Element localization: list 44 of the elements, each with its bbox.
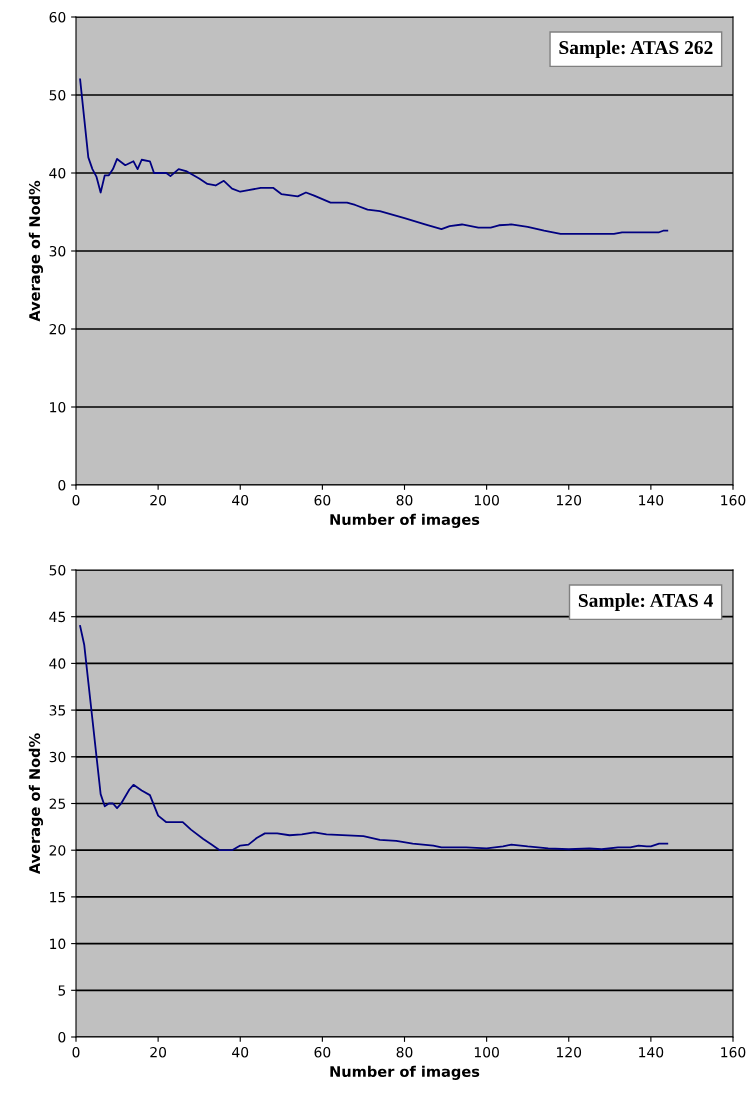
- text: Sample: ATAS 4: [578, 593, 713, 611]
- y-tick-label: 40: [49, 167, 66, 179]
- x-tick-label: 80: [396, 1046, 413, 1058]
- x-tick-label: 20: [150, 494, 167, 506]
- y-tick-label: 20: [49, 845, 66, 856]
- x-tick-label: 160: [721, 1046, 746, 1058]
- y-tick-label: 10: [50, 938, 66, 950]
- x-tick-label: 60: [314, 494, 331, 506]
- y-tick-label: 35: [49, 705, 66, 716]
- x-tick-label: 20: [150, 1046, 167, 1058]
- y-tick-label: 10: [50, 401, 66, 413]
- x-tick-label: 0: [72, 1046, 80, 1058]
- x-axis-title: Number of images: [330, 513, 480, 528]
- y-tick-label: 50: [49, 564, 66, 576]
- x-tick-label: 100: [474, 1046, 499, 1058]
- y-tick-label: 30: [49, 245, 66, 257]
- y-tick-label: 50: [49, 89, 66, 101]
- y-tick-label: 40: [49, 658, 66, 669]
- y-tick-label: 15: [50, 892, 66, 903]
- y-tick-label: 0: [58, 1031, 66, 1043]
- x-tick-label: 120: [557, 494, 582, 506]
- y-tick-label: 20: [49, 323, 66, 335]
- x-tick-label: 0: [72, 494, 80, 506]
- x-axis-title: Number of images: [330, 1065, 480, 1080]
- y-tick-label: 25: [49, 798, 66, 809]
- y-tick-label: 45: [49, 611, 66, 623]
- x-tick-label: 140: [639, 494, 664, 506]
- y-tick-label: 0: [58, 479, 66, 491]
- x-tick-label: 60: [314, 1046, 331, 1058]
- x-tick-label: 140: [639, 1046, 664, 1058]
- y-tick-label: 5: [58, 985, 66, 996]
- y-tick-label: 30: [49, 751, 66, 763]
- y-axis-title: Average of Nod%: [28, 733, 44, 875]
- x-tick-label: 160: [721, 494, 746, 506]
- x-tick-label: 40: [232, 1046, 249, 1058]
- y-tick-label: 60: [49, 11, 66, 23]
- line-series: [79, 625, 669, 852]
- y-axis-title: Average of Nod%: [28, 180, 44, 322]
- x-tick-label: 100: [474, 494, 499, 506]
- line-series: [79, 78, 669, 235]
- x-tick-label: 120: [557, 1046, 582, 1058]
- x-tick-label: 40: [232, 494, 249, 506]
- x-tick-label: 80: [396, 494, 413, 506]
- text: Sample: ATAS 262: [559, 40, 713, 59]
